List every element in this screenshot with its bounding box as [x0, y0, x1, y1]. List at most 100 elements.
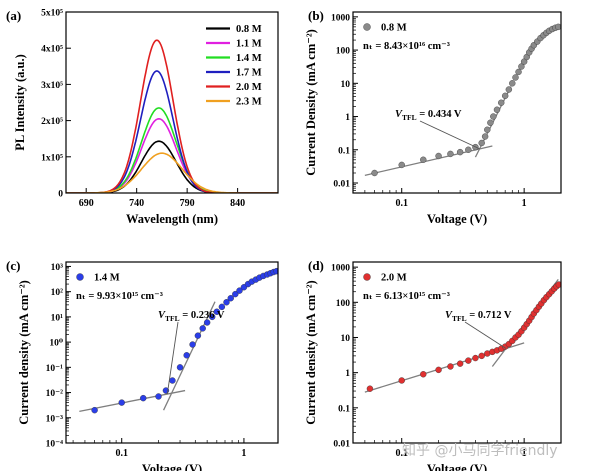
legend-label: 1.4 M: [236, 53, 262, 64]
data-point: [140, 394, 147, 402]
y-tick-label: 10⁻¹: [46, 364, 64, 374]
vtfl-subscript: TFL: [402, 113, 417, 122]
x-tick-label: 840: [230, 198, 245, 209]
plot-frame: [65, 261, 279, 444]
y-tick-label: 100: [336, 299, 351, 309]
vtfl-symbol: V: [395, 109, 403, 120]
x-tick-label: 690: [79, 198, 94, 209]
data-point: [555, 23, 561, 31]
x-tick-label: 0.1: [115, 448, 128, 459]
data-point: [227, 295, 234, 302]
panel-d: (d) 0.1 1 0.01 0.1 1 10 100 1000 Voltage (V) Curre…: [304, 258, 562, 471]
y-axis-label: Current density (mA cm⁻²): [304, 280, 318, 424]
data-point: [366, 385, 374, 392]
legend-label: 2.0 M: [381, 273, 407, 284]
y-tick-label: 100: [336, 47, 351, 57]
y-tick-label: 3x10⁵: [41, 81, 63, 91]
series-line-2.3M: [66, 152, 278, 193]
legend-label: 0.8 M: [381, 23, 407, 34]
vtfl-subscript: TFL: [452, 314, 467, 323]
legend-marker: [363, 273, 371, 281]
x-tick-label: 0.1: [395, 198, 408, 209]
y-tick-label: 10⁰: [49, 339, 63, 349]
legend-label: 1.1 M: [236, 39, 262, 50]
legend-marker: [76, 273, 84, 281]
y-tick-label: 10: [341, 334, 351, 344]
data-point: [398, 377, 405, 384]
y-tick-label: 0.01: [333, 179, 350, 189]
y-tick-label: 1000: [331, 13, 350, 23]
panel-label: (b): [308, 8, 324, 23]
y-tick-label: 1000: [331, 264, 350, 274]
legend-label: 1.7 M: [236, 68, 262, 79]
legend-label: 0.8 M: [236, 24, 262, 35]
data-point: [213, 308, 221, 315]
data-point: [518, 63, 525, 70]
data-point: [420, 371, 427, 378]
data-point: [512, 74, 519, 81]
plot-area: [79, 267, 278, 414]
panel-label: (c): [6, 258, 20, 273]
vtfl-subscript: TFL: [165, 314, 180, 323]
plot-frame: [65, 11, 279, 194]
y-tick-label: 5x10⁵: [41, 9, 63, 19]
x-tick-label: 790: [180, 198, 195, 209]
y-tick-label: 1x10⁵: [41, 153, 63, 163]
data-point: [481, 133, 489, 140]
vtfl-value: = 0.236 V: [180, 310, 225, 321]
y-tick-label: 0.1: [338, 146, 350, 156]
data-point: [91, 406, 98, 414]
data-point: [435, 366, 442, 374]
legend-label: 2.0 M: [236, 82, 262, 93]
y-tick-label: 0.1: [338, 404, 350, 414]
x-tick-label: 0.1: [395, 448, 408, 459]
panel-label: (d): [308, 258, 324, 273]
y-tick-label: 4x10⁵: [41, 45, 63, 55]
x-axis-label: Voltage (V): [427, 212, 487, 226]
data-point: [194, 332, 202, 339]
vtfl-leader-line: [166, 321, 179, 395]
trap-density-text: nₜ = 6.13×10¹⁵ cm⁻³: [363, 291, 450, 302]
trap-density-text: nₜ = 8.43×10¹⁶ cm⁻³: [363, 41, 450, 52]
data-point: [555, 281, 561, 288]
x-axis-label: Voltage (V): [427, 462, 487, 471]
data-point: [493, 106, 501, 113]
data-point: [398, 161, 405, 169]
panel-b: (b) 0.1 1 0.01 0.1 1 10 100 1000 Voltage (V) Curre…: [304, 8, 562, 226]
data-point: [209, 313, 216, 321]
x-tick-label: 1: [522, 448, 527, 459]
y-tick-label: 10⁻²: [46, 389, 64, 399]
data-point: [420, 156, 427, 163]
data-point: [456, 148, 464, 156]
x-tick-label: 1: [241, 448, 246, 459]
data-point: [456, 360, 464, 367]
data-point: [487, 119, 494, 126]
data-point: [465, 357, 472, 364]
vtfl-leader-line: [419, 120, 480, 150]
panel-c: (c) 0.1 1 10⁻⁴ 10⁻³ 10⁻² 10⁻¹ 10⁰ 10¹ 10² 10³ Volta…: [6, 258, 279, 471]
y-tick-label: 1: [345, 113, 350, 123]
data-point: [203, 319, 211, 326]
y-tick-label: 1: [345, 369, 350, 379]
legend-marker: [363, 23, 371, 31]
data-point: [189, 341, 196, 348]
y-axis-label: Current Density (mA cm⁻²): [304, 29, 318, 176]
y-axis-label: PL Intensity (a.u.): [13, 54, 27, 151]
y-tick-label: 2x10⁵: [41, 117, 63, 127]
x-tick-label: 740: [129, 198, 144, 209]
data-point: [273, 267, 278, 275]
data-point: [232, 290, 239, 298]
series-line-1.4M: [66, 107, 278, 193]
data-point: [176, 364, 184, 371]
data-point: [155, 393, 162, 400]
data-point: [371, 169, 378, 177]
data-point: [490, 113, 497, 120]
data-point: [435, 152, 442, 160]
plot-frame: [352, 11, 562, 194]
watermark: 知乎 @小马同学friendly: [402, 443, 558, 459]
data-point: [498, 99, 505, 106]
trap-density-text: nₜ = 9.93×10¹⁵ cm⁻³: [76, 291, 163, 302]
vtfl-leader-line: [464, 321, 507, 349]
legend-label: 2.3 M: [236, 97, 262, 108]
